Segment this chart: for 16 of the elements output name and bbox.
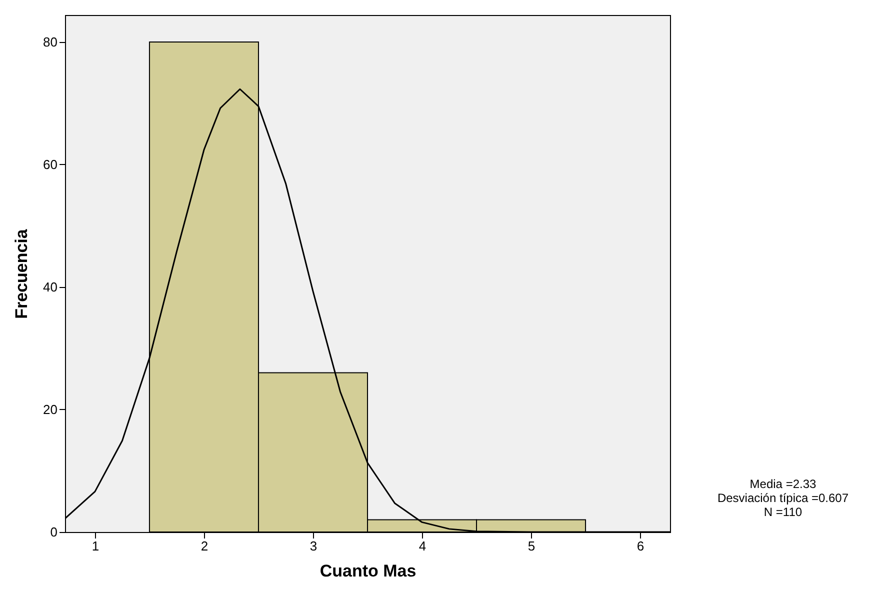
x-tick-label: 3 bbox=[310, 538, 318, 554]
y-tick-label: 80 bbox=[43, 34, 58, 50]
x-tick-label: 6 bbox=[636, 538, 644, 554]
y-tick-label: 60 bbox=[43, 156, 58, 172]
text: Media =2.33 bbox=[748, 477, 818, 491]
y-tick-label: 40 bbox=[43, 279, 58, 294]
y-tick-label: 0 bbox=[50, 524, 58, 540]
text: Desviación típica =0.607 bbox=[716, 491, 850, 505]
x-tick-label: 1 bbox=[92, 538, 100, 554]
y-axis-title: Frecuencia bbox=[12, 228, 32, 319]
x-tick-label: 4 bbox=[418, 538, 426, 554]
x-tick-label: 2 bbox=[200, 538, 208, 554]
x-axis-title: Cuanto Mas bbox=[320, 562, 416, 580]
y-tick-label: 20 bbox=[43, 402, 58, 417]
text: N =110 bbox=[762, 505, 804, 519]
x-tick-label: 5 bbox=[528, 538, 536, 554]
